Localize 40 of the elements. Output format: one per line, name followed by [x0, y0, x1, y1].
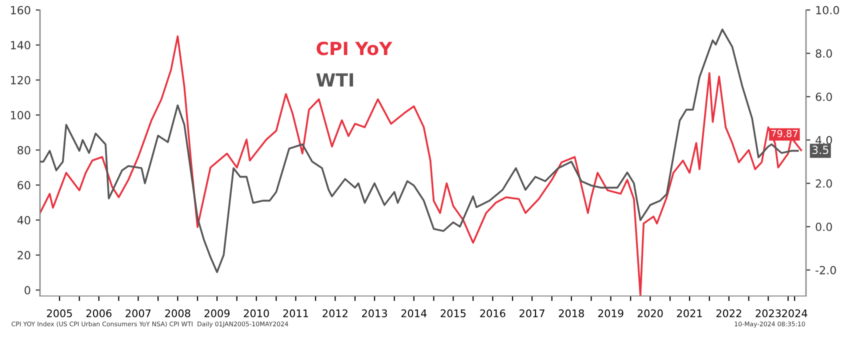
y2-tick-label: 2.0	[816, 179, 832, 188]
x-tick-label: 2018	[558, 309, 584, 318]
y-tick-label: 80	[18, 146, 30, 154]
x-tick-label: 2020	[638, 309, 663, 318]
y-tick-label: 120	[10, 76, 30, 84]
x-tick-label: 2011	[283, 309, 308, 318]
x-tick-label: 2008	[165, 309, 190, 318]
y-tick-label: 160	[10, 6, 30, 14]
y-tick-label: 100	[10, 110, 30, 120]
x-tick-label: 2013	[362, 309, 387, 318]
y2-tick-label: 8.0	[816, 49, 832, 58]
x-tick-label: 2017	[520, 309, 544, 318]
y2-tick-label: 4.0	[816, 136, 832, 144]
y-tick-label: 140	[10, 40, 30, 50]
x-tick-label: 2015	[440, 309, 466, 318]
y2-tick-label: 10.0	[816, 6, 840, 14]
x-tick-label: 2022	[716, 309, 742, 318]
x-tick-label: 2019	[598, 309, 624, 318]
x-tick-label: 2016	[480, 309, 506, 318]
y-tick-label: 0	[24, 286, 30, 294]
x-tick-label: 2007	[126, 309, 151, 318]
x-tick-label: 2006	[86, 309, 112, 318]
y-tick-label: 60	[18, 181, 30, 190]
x-tick-label: 2010	[244, 309, 269, 318]
x-tick-label: 2023	[756, 309, 781, 318]
x-tick-label: 2012	[322, 309, 348, 318]
x-tick-label: 2021	[677, 309, 702, 318]
y2-tick-label: 0.0	[816, 222, 832, 232]
y-tick-label: 20	[18, 251, 30, 260]
x-tick-label: 2005	[47, 309, 72, 318]
x-tick-label: 2014	[401, 309, 427, 318]
x-tick-label: 2024	[782, 309, 808, 318]
text: WTI	[316, 73, 354, 86]
data-label: 3.5	[812, 146, 828, 154]
x-tick-label: 2009	[204, 309, 230, 318]
y2-tick-label: -2.0	[816, 266, 836, 274]
y2-tick-label: 6.0	[816, 92, 832, 102]
text: CPI YoY	[316, 42, 392, 56]
y-tick-label: 40	[17, 216, 30, 224]
data-label: 79.87	[771, 130, 798, 138]
